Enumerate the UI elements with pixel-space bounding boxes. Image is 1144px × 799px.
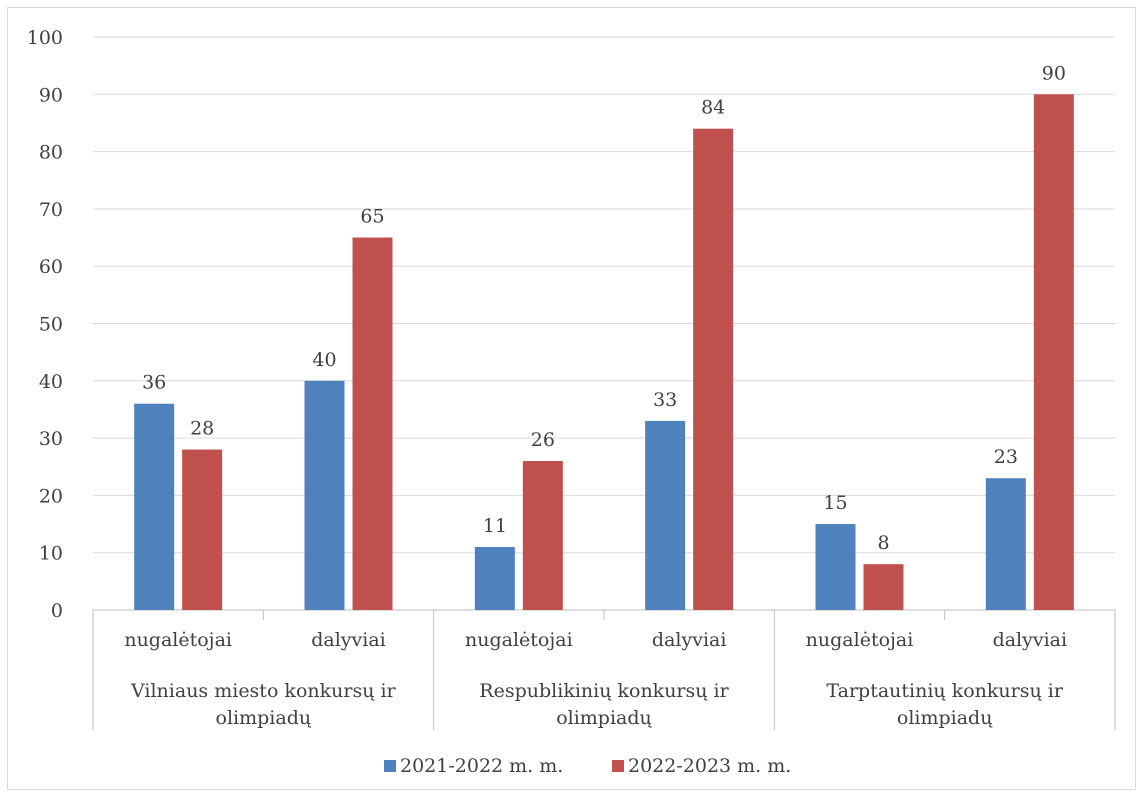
data-label: 84: [701, 97, 725, 119]
legend-label: 2021-2022 m. m.: [400, 755, 563, 777]
data-label: 36: [142, 372, 166, 394]
group-label: Respublikinių konkursų ir: [479, 680, 729, 702]
bar-series-2: [352, 237, 393, 611]
data-label: 8: [877, 532, 889, 554]
group-label: Vilniaus miesto konkursų ir: [130, 680, 397, 702]
y-tick-label: 80: [39, 142, 63, 164]
data-label: 11: [483, 515, 507, 537]
bar-series-1: [304, 380, 345, 610]
subcategory-label: dalyviai: [652, 629, 727, 651]
legend-swatch-1: [384, 760, 396, 772]
bar-series-2: [693, 128, 734, 610]
bar-series-1: [815, 524, 856, 610]
chart-frame: [7, 7, 1136, 790]
y-tick-label: 90: [39, 84, 63, 106]
data-label: 23: [994, 446, 1018, 468]
y-tick-label: 40: [39, 371, 63, 393]
y-tick-label: 20: [39, 485, 63, 507]
subcategory-label: nugalėtojai: [124, 629, 232, 651]
bar-series-1: [134, 403, 175, 610]
y-tick-label: 10: [39, 543, 63, 565]
subcategory-label: dalyviai: [993, 629, 1068, 651]
bar-series-2: [1033, 94, 1074, 611]
legend-swatch-2: [612, 760, 624, 772]
data-label: 33: [653, 389, 677, 411]
data-label: 90: [1042, 62, 1066, 84]
data-label: 28: [190, 418, 214, 440]
y-tick-label: 50: [39, 314, 63, 336]
data-label: 15: [823, 492, 847, 514]
bar-series-2: [522, 461, 563, 610]
subcategory-label: nugalėtojai: [806, 629, 914, 651]
group-label: olimpiadų: [897, 707, 993, 729]
subcategory-label: dalyviai: [311, 629, 386, 651]
y-tick-label: 0: [51, 600, 63, 622]
subcategory-label: nugalėtojai: [465, 629, 573, 651]
bar-series-2: [863, 564, 904, 610]
group-label: Tarptautinių konkursų ir: [826, 680, 1063, 702]
legend-label: 2022-2023 m. m.: [628, 755, 791, 777]
y-tick-label: 30: [39, 428, 63, 450]
y-tick-label: 100: [27, 27, 63, 49]
group-label: olimpiadų: [556, 707, 652, 729]
bar-series-1: [474, 546, 515, 610]
y-tick-label: 60: [39, 256, 63, 278]
bar-series-2: [182, 449, 223, 610]
data-label: 26: [531, 429, 555, 451]
bar-series-1: [645, 420, 686, 610]
bar-series-1: [985, 478, 1026, 610]
data-label: 65: [360, 206, 384, 228]
y-tick-label: 70: [39, 199, 63, 221]
group-label: olimpiadų: [216, 707, 312, 729]
data-label: 40: [312, 349, 336, 371]
